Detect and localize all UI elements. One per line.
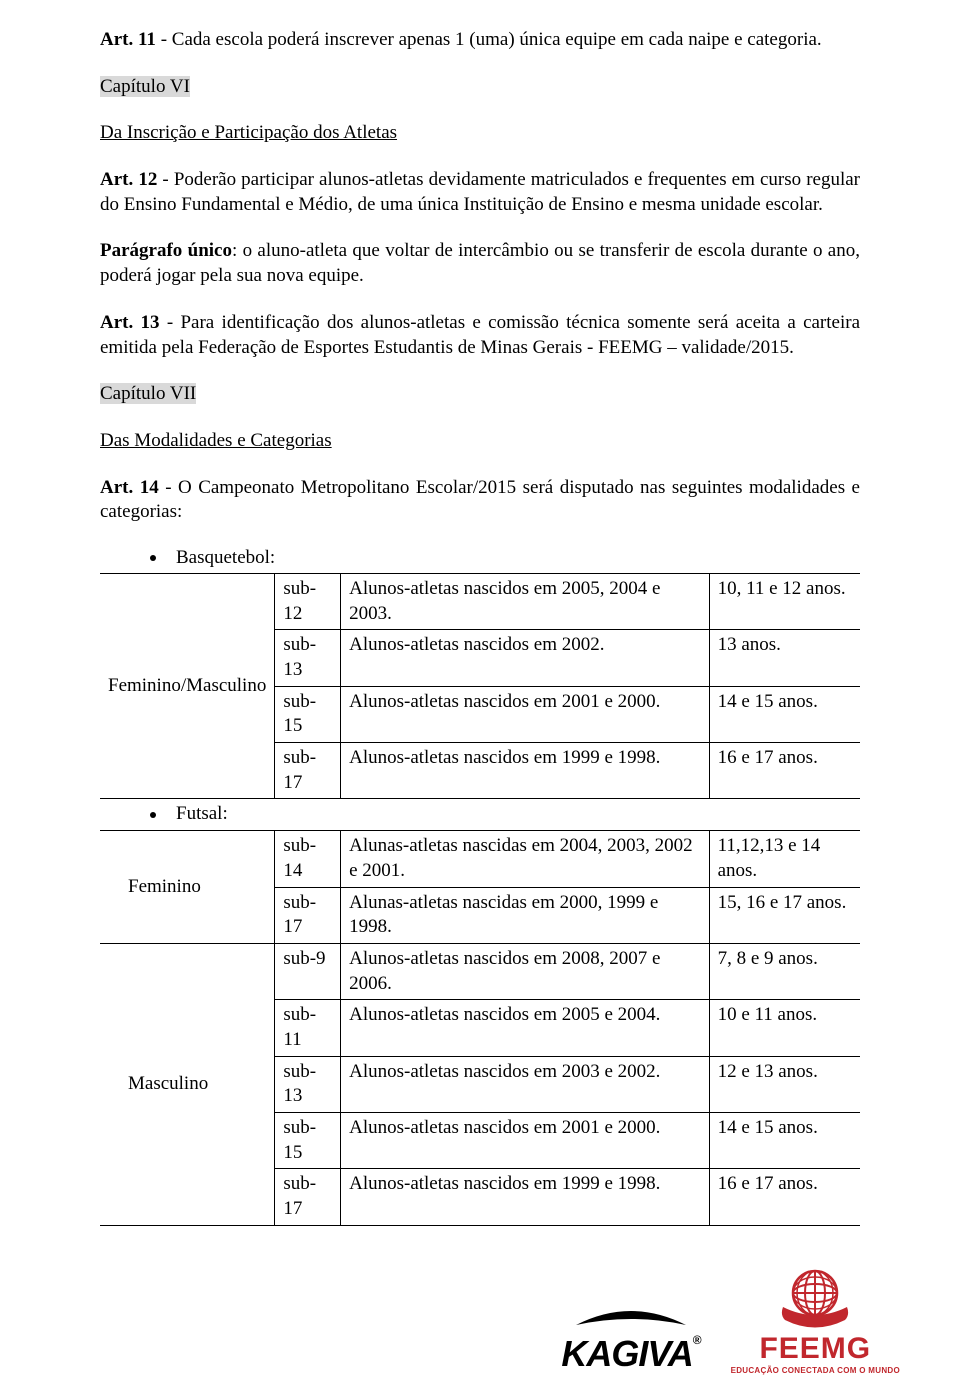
categories-table: Feminino/Masculino sub-12 Alunos-atletas… xyxy=(100,573,860,1226)
bullet-icon xyxy=(150,812,156,818)
chapter-6-underline: Da Inscrição e Participação dos Atletas xyxy=(100,122,397,143)
table-row-bullet: Futsal: xyxy=(100,799,860,831)
cell-age: 13 anos. xyxy=(709,630,860,686)
cell-desc: Alunas-atletas nascidas em 2000, 1999 e … xyxy=(341,887,709,943)
cell-age: 10 e 11 anos. xyxy=(709,1000,860,1056)
art14-text: - O Campeonato Metropolitano Escolar/201… xyxy=(100,477,860,523)
chapter-6-highlight: Capítulo VI xyxy=(100,76,190,97)
cell-age: 16 e 17 anos. xyxy=(709,1169,860,1225)
art14-bold: Art. 14 xyxy=(100,477,159,498)
art13-text: - Para identificação dos alunos-atletas … xyxy=(100,312,860,358)
cell-desc: Alunos-atletas nascidos em 2002. xyxy=(341,630,709,686)
cell-age: 14 e 15 anos. xyxy=(709,686,860,742)
cell-age: 10, 11 e 12 anos. xyxy=(709,573,860,629)
cell-desc: Alunas-atletas nascidas em 2004, 2003, 2… xyxy=(341,831,709,887)
cell-desc: Alunos-atletas nascidos em 1999 e 1998. xyxy=(341,743,709,799)
cell-age: 12 e 13 anos. xyxy=(709,1056,860,1112)
chapter-7-underline: Das Modalidades e Categorias xyxy=(100,430,332,451)
bullet-basquete-label: Basquetebol: xyxy=(176,547,275,569)
cell-cat: sub-9 xyxy=(275,943,341,999)
cell-cat: sub-14 xyxy=(275,831,341,887)
cell-cat: sub-17 xyxy=(275,743,341,799)
cell-desc: Alunos-atletas nascidos em 2001 e 2000. xyxy=(341,1113,709,1169)
table-row: Feminino/Masculino sub-12 Alunos-atletas… xyxy=(100,573,860,629)
cell-age: 15, 16 e 17 anos. xyxy=(709,887,860,943)
cell-masculino: Masculino xyxy=(100,943,275,1225)
kagiva-text: KAGIVA xyxy=(561,1333,692,1374)
cell-cat: sub-13 xyxy=(275,630,341,686)
chapter-7-title: Das Modalidades e Categorias xyxy=(100,429,860,454)
feemg-globe-icon xyxy=(775,1265,855,1330)
cell-age: 11,12,13 e 14 anos. xyxy=(709,831,860,887)
art12-bold: Art. 12 xyxy=(100,169,157,190)
paragrafo-unico: Parágrafo único: o aluno-atleta que volt… xyxy=(100,239,860,288)
footer-logos: KAGIVA® FEEMG EDUCAÇÃO CONECTADA COM O M… xyxy=(561,1265,900,1375)
bullet-basquetebol: Basquetebol: xyxy=(100,547,860,569)
document-page: Art. 11 - Cada escola poderá inscrever a… xyxy=(0,0,960,1393)
art13-bold: Art. 13 xyxy=(100,312,160,333)
feemg-text: FEEMG xyxy=(731,1334,900,1364)
cell-desc: Alunos-atletas nascidos em 2005, 2004 e … xyxy=(341,573,709,629)
kagiva-swoosh-icon xyxy=(571,1303,691,1331)
art11-text: - Cada escola poderá inscrever apenas 1 … xyxy=(156,29,822,50)
chapter-6-label: Capítulo VI xyxy=(100,75,860,100)
cell-desc: Alunos-atletas nascidos em 1999 e 1998. xyxy=(341,1169,709,1225)
kagiva-logo: KAGIVA® xyxy=(561,1303,700,1375)
cell-cat: sub-12 xyxy=(275,573,341,629)
cell-cat: sub-15 xyxy=(275,1113,341,1169)
article-13: Art. 13 - Para identificação dos alunos-… xyxy=(100,311,860,360)
cell-cat: sub-13 xyxy=(275,1056,341,1112)
cell-age: 16 e 17 anos. xyxy=(709,743,860,799)
cell-desc: Alunos-atletas nascidos em 2005 e 2004. xyxy=(341,1000,709,1056)
cell-desc: Alunos-atletas nascidos em 2003 e 2002. xyxy=(341,1056,709,1112)
bullet-futsal-label: Futsal: xyxy=(176,803,228,824)
bullet-icon xyxy=(150,555,156,561)
table-row: Masculino sub-9 Alunos-atletas nascidos … xyxy=(100,943,860,999)
cell-age: 14 e 15 anos. xyxy=(709,1113,860,1169)
cell-cat: sub-11 xyxy=(275,1000,341,1056)
article-12: Art. 12 - Poderão participar alunos-atle… xyxy=(100,168,860,217)
chapter-7-label: Capítulo VII xyxy=(100,382,860,407)
feemg-tagline: EDUCAÇÃO CONECTADA COM O MUNDO xyxy=(731,1366,900,1375)
art11-bold: Art. 11 xyxy=(100,29,156,50)
cell-desc: Alunos-atletas nascidos em 2001 e 2000. xyxy=(341,686,709,742)
chapter-6-title: Da Inscrição e Participação dos Atletas xyxy=(100,121,860,146)
pu-bold: Parágrafo único xyxy=(100,240,232,261)
article-11: Art. 11 - Cada escola poderá inscrever a… xyxy=(100,28,860,53)
registered-icon: ® xyxy=(693,1333,701,1347)
chapter-7-highlight: Capítulo VII xyxy=(100,383,196,404)
table-row: Feminino sub-14 Alunas-atletas nascidas … xyxy=(100,831,860,887)
cell-age: 7, 8 e 9 anos. xyxy=(709,943,860,999)
cell-feminino-masculino: Feminino/Masculino xyxy=(100,573,275,799)
feemg-logo: FEEMG EDUCAÇÃO CONECTADA COM O MUNDO xyxy=(731,1265,900,1375)
cell-cat: sub-17 xyxy=(275,887,341,943)
art12-text: - Poderão participar alunos-atletas devi… xyxy=(100,169,860,215)
article-14: Art. 14 - O Campeonato Metropolitano Esc… xyxy=(100,476,860,525)
cell-feminino: Feminino xyxy=(100,831,275,944)
cell-cat: sub-15 xyxy=(275,686,341,742)
cell-cat: sub-17 xyxy=(275,1169,341,1225)
cell-desc: Alunos-atletas nascidos em 2008, 2007 e … xyxy=(341,943,709,999)
